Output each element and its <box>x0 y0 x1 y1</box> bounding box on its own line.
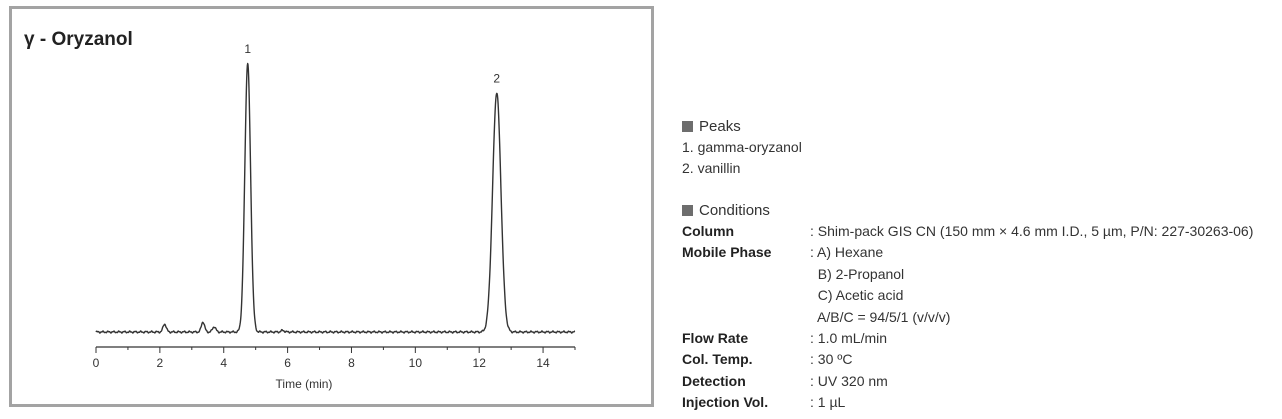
x-tick-label: 0 <box>93 356 100 370</box>
condition-label: Column <box>682 223 735 239</box>
info-panel: Peaks 1. gamma-oryzanol 2. vanillin Cond… <box>682 116 1282 414</box>
peak-list-item: 1. gamma-oryzanol <box>682 139 802 155</box>
chromatogram-chart: γ - Oryzanol 0 2 4 6 8 10 12 14 12 Time (min) <box>24 29 576 391</box>
x-tick-label: 8 <box>348 356 355 370</box>
conditions-title: Conditions <box>699 202 770 219</box>
condition-value: : A) Hexane <box>810 244 884 261</box>
condition-row: Mobile Phase : A) Hexane B) 2-Propanol C)… <box>682 242 1282 328</box>
condition-value: : 1 µL <box>810 394 846 411</box>
condition-value: A/B/C = 94/5/1 (v/v/v) <box>810 308 951 325</box>
x-tick-label: 14 <box>536 356 550 370</box>
condition-value: C) Acetic acid <box>810 287 904 304</box>
condition-value: : 30 ºC <box>810 351 853 368</box>
condition-label: Col. Temp. <box>682 351 753 368</box>
condition-row: Column : Shim-pack GIS CN (150 mm × 4.6 m… <box>682 221 1282 242</box>
condition-label: Flow Rate <box>682 329 749 346</box>
x-tick-label: 12 <box>473 356 487 370</box>
condition-value: : UV 320 nm <box>810 372 888 389</box>
square-bullet-icon <box>682 205 693 216</box>
peaks-header: Peaks <box>682 116 1282 137</box>
x-tick-label: 4 <box>220 356 227 370</box>
square-bullet-icon <box>682 121 693 132</box>
condition-row: Injection Vol. : 1 µL <box>682 392 1282 413</box>
chart-title: γ - Oryzanol <box>24 29 133 50</box>
condition-row: Col. Temp. : 30 ºC <box>682 349 1282 370</box>
condition-label: Detection <box>682 372 746 389</box>
x-tick-label: 2 <box>157 356 164 370</box>
conditions-header: Conditions <box>682 200 1282 221</box>
condition-label: Injection Vol. <box>682 394 769 411</box>
condition-row: Flow Rate : 1.0 mL/min <box>682 328 1282 349</box>
condition-row: Detection : UV 320 nm <box>682 371 1282 392</box>
chromatogram-trace <box>95 62 576 334</box>
condition-value: B) 2-Propanol <box>810 265 905 282</box>
x-tick-label: 6 <box>284 356 291 370</box>
peak-number-label: 2 <box>493 72 500 86</box>
peak-number-label: 1 <box>244 42 251 56</box>
peaks-title: Peaks <box>699 118 741 135</box>
condition-value: : 1.0 mL/min <box>810 329 888 346</box>
x-tick-label: 10 <box>409 356 423 370</box>
condition-label: Mobile Phase <box>682 244 772 261</box>
peak-list-item: 2. vanillin <box>682 160 741 176</box>
conditions-list: Column : Shim-pack GIS CN (150 mm × 4.6 m… <box>682 221 1282 414</box>
condition-value: : Shim-pack GIS CN (150 mm × 4.6 mm I.D.… <box>810 223 1254 239</box>
x-axis-label: Time (min) <box>276 377 333 391</box>
